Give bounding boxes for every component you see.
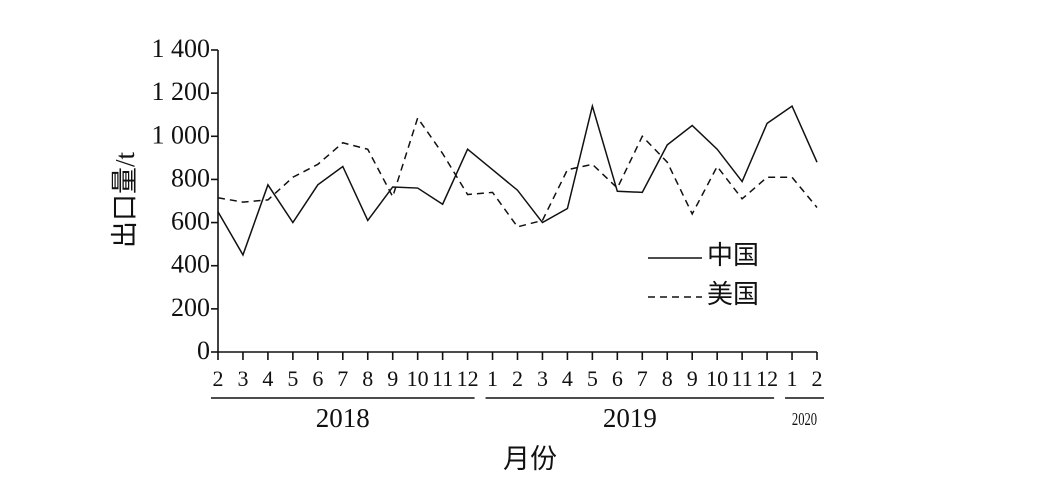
x-tick-label: 8 bbox=[362, 366, 373, 391]
x-tick-label: 4 bbox=[262, 366, 273, 391]
x-tick-label: 6 bbox=[312, 366, 323, 391]
x-tick-label: 10 bbox=[706, 366, 728, 391]
x-tick-label: 6 bbox=[612, 366, 623, 391]
x-tick-label: 1 bbox=[487, 366, 498, 391]
y-axis-label: 出口量/t bbox=[110, 152, 140, 249]
x-tick-label: 9 bbox=[387, 366, 398, 391]
x-tick-label: 7 bbox=[637, 366, 648, 391]
y-tick-label: 600 bbox=[171, 207, 210, 236]
x-tick-label: 12 bbox=[457, 366, 479, 391]
series-line bbox=[217, 103, 818, 257]
group-label: 2019 bbox=[603, 403, 657, 433]
y-tick-label: 1 200 bbox=[152, 77, 211, 106]
group-label: 2020 bbox=[792, 410, 817, 430]
legend-label: 美国 bbox=[707, 280, 759, 309]
x-tick-label: 11 bbox=[732, 366, 753, 391]
x-axis-label: 月份 bbox=[503, 444, 557, 474]
y-tick-label: 0 bbox=[197, 336, 210, 365]
x-tick-label: 9 bbox=[687, 366, 698, 391]
y-tick-label: 1 000 bbox=[152, 120, 211, 149]
x-tick-label: 5 bbox=[287, 366, 298, 391]
series-line bbox=[217, 116, 818, 228]
x-tick-label: 7 bbox=[337, 366, 348, 391]
x-tick-label: 2 bbox=[213, 366, 224, 391]
y-tick-label: 1 400 bbox=[152, 34, 211, 63]
group-label: 2018 bbox=[316, 403, 370, 433]
x-tick-label: 12 bbox=[756, 366, 778, 391]
x-tick-label: 11 bbox=[432, 366, 453, 391]
y-tick-label: 400 bbox=[171, 250, 210, 279]
x-tick-label: 2 bbox=[512, 366, 523, 391]
legend-label: 中国 bbox=[707, 241, 759, 270]
x-tick-label: 3 bbox=[537, 366, 548, 391]
x-tick-label: 3 bbox=[237, 366, 248, 391]
y-tick-label: 200 bbox=[171, 293, 210, 322]
x-tick-label: 10 bbox=[407, 366, 429, 391]
x-tick-label: 5 bbox=[587, 366, 598, 391]
x-tick-label: 8 bbox=[662, 366, 673, 391]
x-tick-label: 1 bbox=[787, 366, 798, 391]
x-tick-label: 4 bbox=[562, 366, 573, 391]
y-tick-label: 800 bbox=[171, 163, 210, 192]
x-tick-label: 2 bbox=[812, 366, 823, 391]
